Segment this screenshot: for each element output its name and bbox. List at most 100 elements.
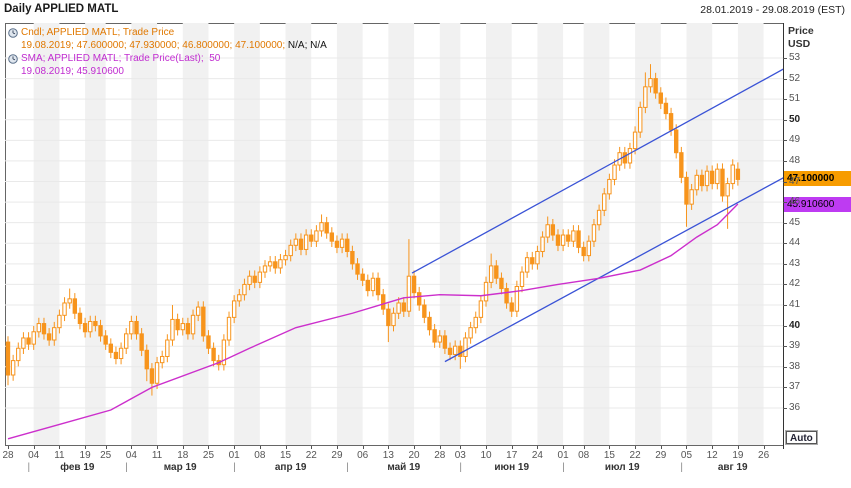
month-label: авг 19 bbox=[717, 462, 748, 473]
price-tick-mark bbox=[783, 407, 787, 409]
candle bbox=[720, 163, 725, 202]
candle bbox=[694, 169, 699, 196]
candle bbox=[52, 321, 57, 346]
date-tick-mark bbox=[763, 446, 765, 449]
candle bbox=[129, 315, 134, 340]
candle bbox=[463, 332, 468, 363]
date-range: 28.01.2019 - 29.08.2019 (EST) bbox=[700, 4, 845, 16]
legend-sma-series: SMA; APPLIED MATL; Trade Price(Last); 50 bbox=[21, 53, 221, 64]
price-tick-label: 51 bbox=[789, 93, 801, 105]
date-tick-label: 13 bbox=[382, 450, 394, 461]
price-tick-mark bbox=[783, 387, 787, 389]
date-tick-mark bbox=[311, 446, 313, 449]
candle bbox=[375, 272, 381, 301]
candle bbox=[144, 344, 149, 382]
date-tick-mark bbox=[537, 446, 539, 449]
candle bbox=[432, 323, 437, 348]
date-tick-mark bbox=[712, 446, 714, 449]
price-tick-label: 39 bbox=[789, 340, 801, 352]
candle bbox=[715, 163, 720, 190]
price-tick-label: 36 bbox=[789, 401, 801, 413]
candle bbox=[735, 162, 741, 186]
price-tick-label: 44 bbox=[789, 237, 801, 249]
candle bbox=[170, 305, 175, 346]
candle bbox=[72, 293, 78, 320]
legend-candle-series: Cndl; APPLIED MATL; Trade Price bbox=[21, 27, 175, 38]
candle bbox=[252, 270, 257, 289]
candle bbox=[607, 173, 612, 200]
date-tick-label: 15 bbox=[279, 450, 292, 461]
candle bbox=[560, 229, 566, 252]
date-tick-label: 28 bbox=[434, 450, 446, 461]
candle bbox=[550, 218, 556, 241]
candle bbox=[41, 317, 47, 340]
date-tick-mark bbox=[686, 446, 688, 449]
date-tick-label: 15 bbox=[603, 450, 615, 461]
candle bbox=[355, 258, 360, 280]
date-tick-label: 22 bbox=[305, 450, 317, 461]
candle bbox=[67, 288, 72, 309]
date-tick-label: 20 bbox=[408, 450, 420, 461]
candle bbox=[175, 313, 180, 336]
price-tick-label: 38 bbox=[789, 360, 801, 372]
candle bbox=[298, 233, 304, 256]
candle bbox=[165, 334, 170, 363]
date-tick-label: 19 bbox=[79, 450, 91, 461]
candle bbox=[473, 311, 478, 334]
candle bbox=[303, 229, 309, 256]
candle bbox=[391, 307, 396, 332]
date-tick-mark bbox=[59, 446, 61, 449]
clock-icon[interactable] bbox=[8, 53, 18, 64]
lower-channel-trendline[interactable] bbox=[444, 177, 783, 363]
month-separator: | bbox=[680, 462, 683, 473]
month-label: июн 19 bbox=[494, 462, 530, 473]
date-tick-mark bbox=[285, 446, 287, 449]
candles-layer bbox=[5, 64, 741, 396]
candle bbox=[293, 233, 299, 252]
candle bbox=[658, 87, 663, 110]
candle bbox=[653, 72, 658, 99]
date-tick-mark bbox=[486, 446, 488, 449]
date-tick-mark bbox=[234, 446, 236, 449]
candle bbox=[77, 307, 83, 330]
candle bbox=[488, 253, 494, 289]
candle bbox=[62, 297, 67, 322]
candle bbox=[709, 165, 715, 190]
date-tick-mark bbox=[131, 446, 133, 449]
candle bbox=[540, 231, 545, 258]
candle bbox=[273, 256, 278, 274]
date-tick-label: 22 bbox=[629, 450, 641, 461]
month-separator: | bbox=[125, 462, 128, 473]
candle bbox=[93, 315, 98, 332]
price-axis-line bbox=[783, 23, 784, 449]
candle bbox=[283, 249, 288, 266]
candle bbox=[566, 229, 571, 247]
clock-icon[interactable] bbox=[8, 27, 18, 38]
upper-channel-trendline[interactable] bbox=[411, 67, 783, 274]
auto-scale-button[interactable]: Auto bbox=[785, 430, 818, 445]
candle bbox=[478, 295, 484, 324]
candle bbox=[674, 124, 679, 159]
candle bbox=[190, 309, 196, 340]
candle bbox=[437, 330, 442, 348]
price-tick-label: 41 bbox=[789, 299, 801, 311]
candle bbox=[679, 146, 684, 184]
date-tick-label: 29 bbox=[655, 450, 667, 461]
price-tick-label: 42 bbox=[789, 278, 801, 290]
candle bbox=[350, 245, 355, 270]
candle bbox=[411, 270, 417, 299]
date-tick-mark bbox=[8, 446, 9, 449]
price-tick-mark bbox=[783, 284, 787, 286]
candle bbox=[468, 321, 473, 344]
candle bbox=[154, 356, 160, 390]
plot-area[interactable] bbox=[5, 23, 783, 445]
date-tick-mark bbox=[609, 446, 611, 449]
date-tick-label: 03 bbox=[454, 450, 466, 461]
candle bbox=[458, 340, 463, 369]
date-tick-label: 17 bbox=[506, 450, 518, 461]
price-tick-mark bbox=[783, 140, 787, 142]
candle bbox=[319, 214, 324, 237]
axis-currency-label: USD bbox=[788, 38, 811, 50]
legend-sma-value: 19.08.2019; 45.910600 bbox=[21, 66, 124, 77]
